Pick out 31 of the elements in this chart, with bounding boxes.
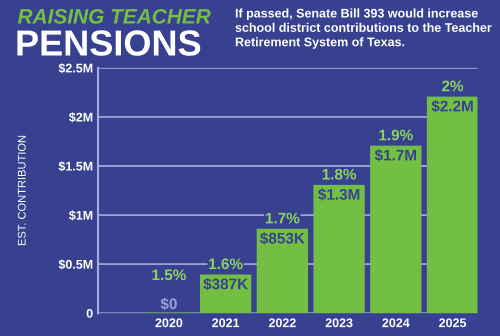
chart-subtitle: If passed, Senate Bill 393 would increase school district contributions to the Teacher Retirement System of Texas. <box>235 8 492 49</box>
annotation: 1.9% <box>379 130 413 140</box>
y-tick-label: $2M <box>68 112 92 122</box>
y-tick-label: $1.5M <box>58 161 92 172</box>
chart-title: RAISING TEACHER PENSIONS <box>17 8 211 56</box>
y-axis-title: EST. CONTRIBUTION <box>18 136 26 246</box>
bar <box>313 184 365 314</box>
bar <box>370 146 422 314</box>
annotation: 1.8% <box>322 168 356 180</box>
x-tick-label: 2020 <box>155 318 182 328</box>
y-tick-label: 0 <box>86 308 93 318</box>
y-tick-label: $1M <box>68 210 92 220</box>
y-tick-label: $0.5M <box>58 259 92 270</box>
x-tick-label: 2021 <box>212 318 240 328</box>
data-label: $1.3M <box>318 188 360 201</box>
annotation: 1.5% <box>152 269 186 280</box>
x-tick-label: 2024 <box>382 318 410 328</box>
annotation: 1.6% <box>209 258 243 270</box>
data-label: $2.2M <box>432 100 473 112</box>
x-tick-label: 2023 <box>326 318 353 328</box>
x-tick-label: 2022 <box>268 318 296 328</box>
annotation: 2% <box>442 80 464 92</box>
bar <box>426 96 478 314</box>
x-tick-label: 2025 <box>439 318 466 328</box>
bar <box>256 228 308 314</box>
data-label: $387K <box>203 278 248 290</box>
data-label: $0 <box>160 298 177 310</box>
data-label: $853K <box>260 232 305 245</box>
y-tick-label: $2.5M <box>58 63 92 74</box>
data-label: $1.7M <box>374 149 416 162</box>
annotation: 1.7% <box>266 212 300 224</box>
